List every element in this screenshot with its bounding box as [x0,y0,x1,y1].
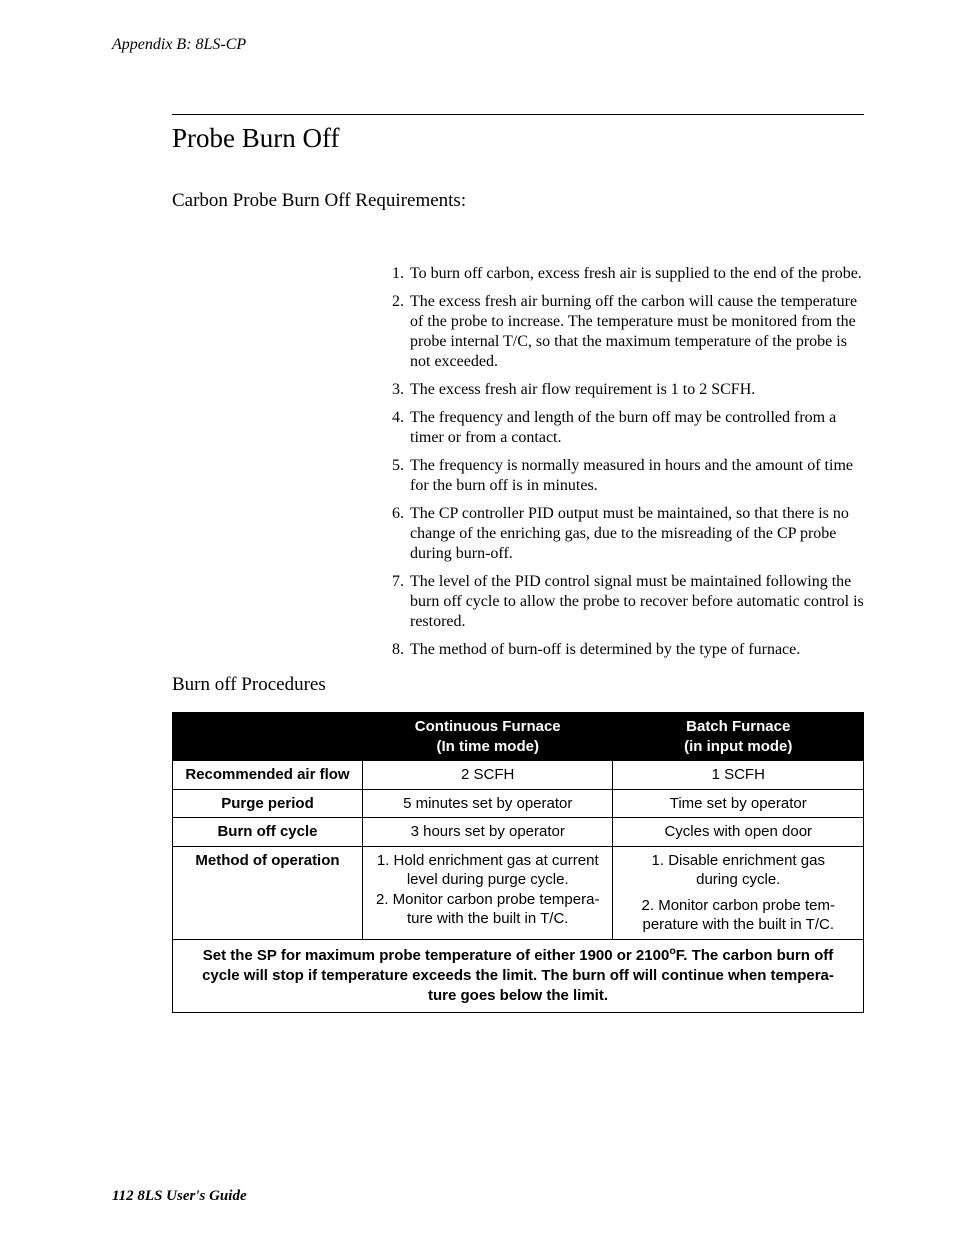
requirements-list: 1. To burn off carbon, excess fresh air i… [112,264,864,660]
header-line: Batch Furnace [686,718,790,735]
table-header-row: Continuous Furnace (In time mode) Batch … [173,713,864,761]
header-line: (in input mode) [684,738,792,755]
requirement-item: 5. The frequency is normally measured in… [392,456,864,496]
running-head: Appendix B: 8LS-CP [112,36,864,54]
requirement-item: 6. The CP controller PID output must be m… [392,504,864,564]
header-line: Continuous Furnace [415,718,561,735]
page: Appendix B: 8LS-CP Probe Burn Off Carbon… [0,0,954,1235]
requirement-item: 4. The frequency and length of the burn o… [392,408,864,448]
op-line: 1. Disable enrichment gas [621,851,855,871]
page-title: Probe Burn Off [172,123,864,154]
row-label: Method of operation [173,846,363,939]
op-line: during cycle. [621,870,855,890]
section-rule [172,114,864,115]
item-text: The CP controller PID output must be mai… [410,505,849,562]
cell: Cycles with open door [613,818,864,847]
item-number: 5. [392,456,404,476]
page-footer: 112 8LS User's Guide [112,1188,247,1205]
op-line: level during purge cycle. [371,870,605,890]
item-text: The level of the PID control signal must… [410,573,864,630]
item-text: To burn off carbon, excess fresh air is … [410,265,862,282]
op-line: 1. Hold enrichment gas at current [371,851,605,871]
op-line: ture with the built in T/C. [371,909,605,929]
procedures-table: Continuous Furnace (In time mode) Batch … [172,712,864,1013]
table-row: Recommended air flow 2 SCFH 1 SCFH [173,761,864,790]
requirement-item: 3. The excess fresh air flow requirement … [392,380,864,400]
header-continuous: Continuous Furnace (In time mode) [362,713,613,761]
item-text: The excess fresh air flow requirement is… [410,381,755,398]
item-text: The frequency and length of the burn off… [410,409,836,446]
section-subtitle: Carbon Probe Burn Off Requirements: [172,190,864,212]
item-number: 1. [392,264,404,284]
footer-note: Set the SP for maximum probe temperature… [173,939,864,1013]
requirement-item: 1. To burn off carbon, excess fresh air i… [392,264,864,284]
cell: 2 SCFH [362,761,613,790]
item-number: 4. [392,408,404,428]
row-label: Recommended air flow [173,761,363,790]
op-line: perature with the built in T/C. [621,915,855,935]
item-text: The frequency is normally measured in ho… [410,457,853,494]
item-text: The excess fresh air burning off the car… [410,293,857,370]
header-line: (In time mode) [436,738,539,755]
op-line: 2. Monitor carbon probe tempera- [371,890,605,910]
procedures-title: Burn off Procedures [172,674,864,696]
foot-text: Set the SP for maximum probe temperature… [203,947,670,964]
row-label: Burn off cycle [173,818,363,847]
item-number: 2. [392,292,404,312]
requirement-item: 7. The level of the PID control signal mu… [392,572,864,632]
requirement-item: 2. The excess fresh air burning off the c… [392,292,864,372]
header-blank [173,713,363,761]
table-row: Purge period 5 minutes set by operator T… [173,789,864,818]
cell: 5 minutes set by operator [362,789,613,818]
op-line: 2. Monitor carbon probe tem- [621,896,855,916]
item-number: 7. [392,572,404,592]
cell: Time set by operator [613,789,864,818]
table-row: Burn off cycle 3 hours set by operator C… [173,818,864,847]
cell: 3 hours set by operator [362,818,613,847]
requirement-item: 8. The method of burn-off is determined b… [392,640,864,660]
item-number: 6. [392,504,404,524]
header-batch: Batch Furnace (in input mode) [613,713,864,761]
cell: 1 SCFH [613,761,864,790]
cell: 1. Disable enrichment gas during cycle. … [613,846,864,939]
item-number: 8. [392,640,404,660]
row-label: Purge period [173,789,363,818]
item-number: 3. [392,380,404,400]
table-footer-row: Set the SP for maximum probe temperature… [173,939,864,1013]
table-row: Method of operation 1. Hold enrichment g… [173,846,864,939]
cell: 1. Hold enrichment gas at current level … [362,846,613,939]
item-text: The method of burn-off is determined by … [410,641,800,658]
